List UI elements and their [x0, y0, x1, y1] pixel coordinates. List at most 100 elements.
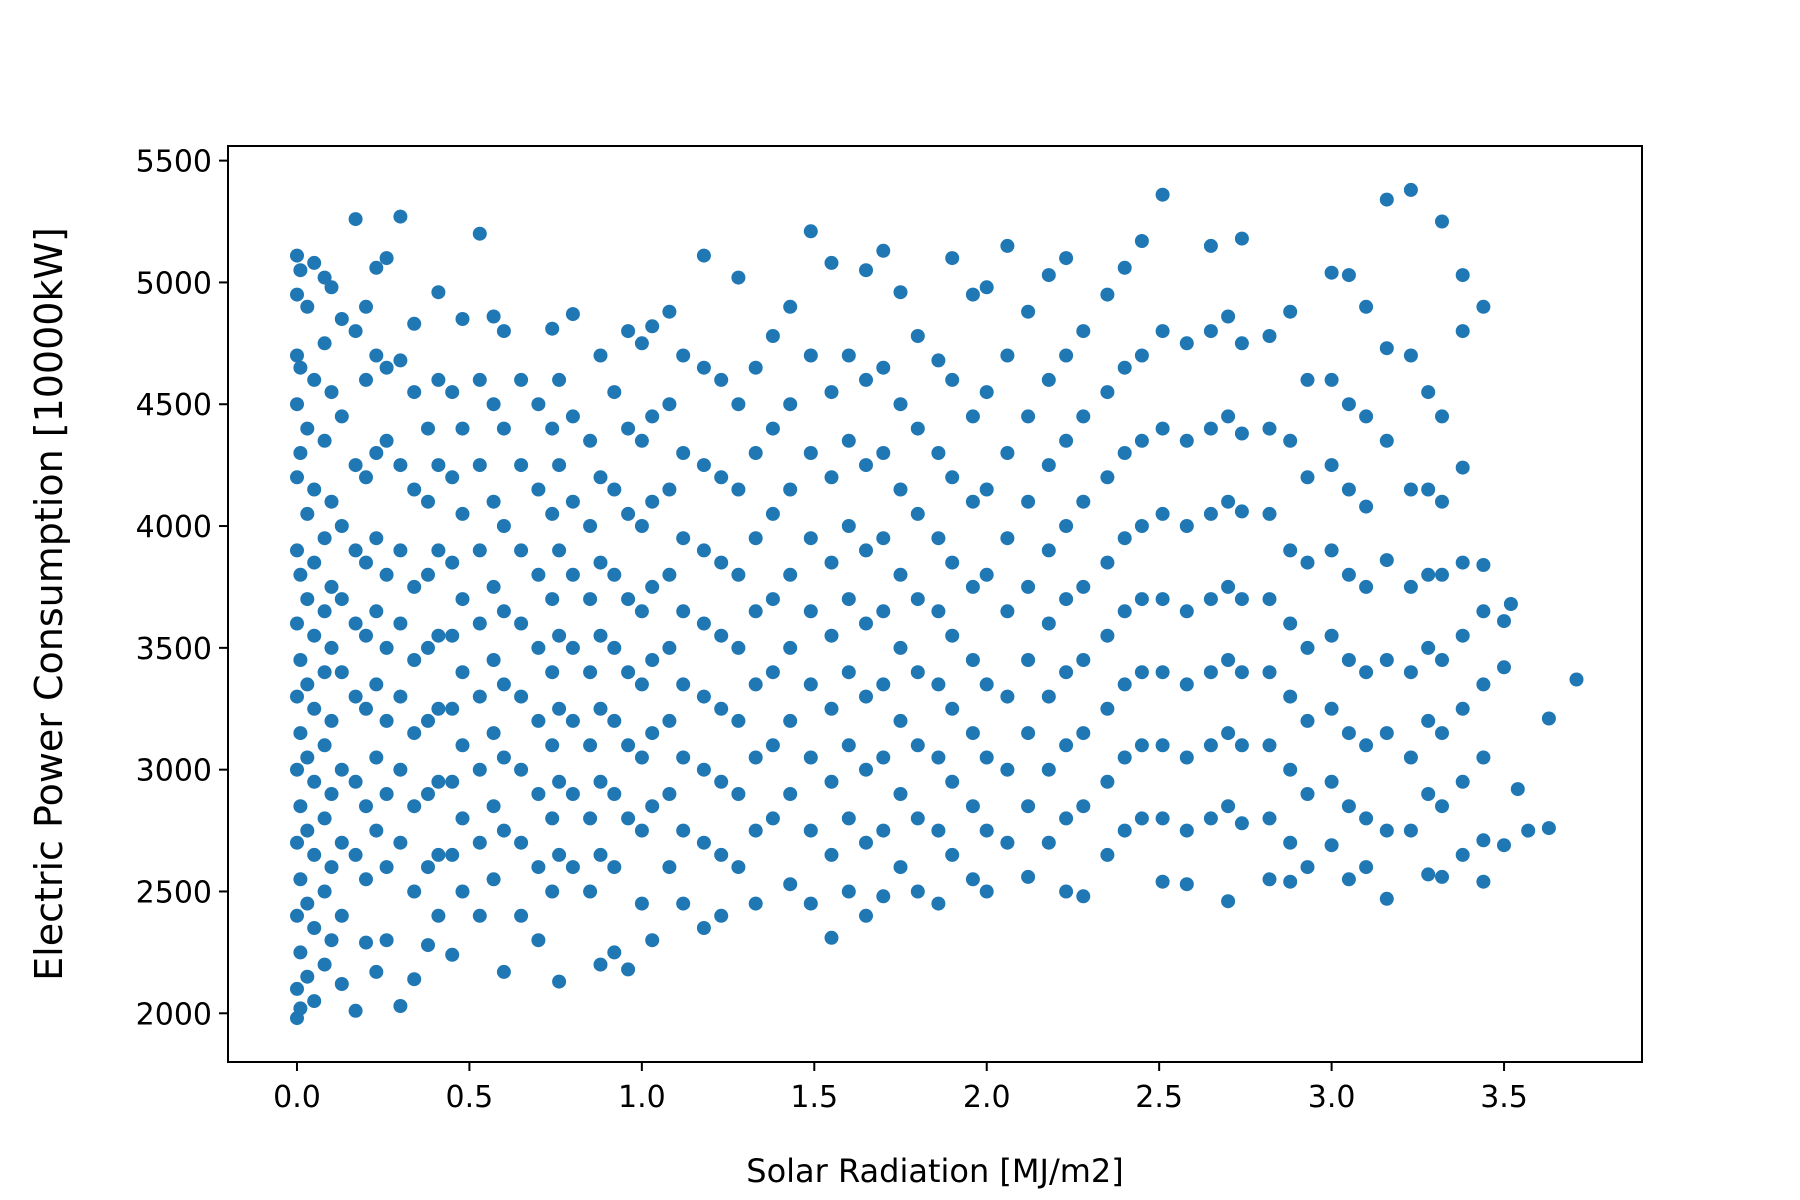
- data-point: [290, 397, 304, 412]
- data-point: [945, 774, 960, 789]
- data-point: [645, 494, 660, 509]
- data-point: [1421, 867, 1436, 882]
- data-point: [300, 506, 315, 521]
- data-point: [565, 640, 580, 655]
- data-point: [859, 372, 873, 387]
- data-point: [1476, 833, 1491, 848]
- data-point: [696, 458, 711, 473]
- data-point: [359, 628, 373, 643]
- data-point: [783, 640, 798, 655]
- data-point: [334, 312, 349, 326]
- data-point: [1021, 579, 1036, 594]
- data-point: [876, 446, 891, 460]
- data-point: [445, 847, 460, 862]
- data-point: [496, 750, 511, 765]
- data-point: [307, 482, 322, 497]
- data-point: [369, 677, 384, 692]
- data-point: [1134, 348, 1149, 363]
- data-point: [1134, 234, 1149, 248]
- data-point: [290, 248, 304, 263]
- data-point: [1076, 494, 1091, 509]
- data-point: [714, 701, 729, 716]
- data-point: [765, 506, 780, 521]
- data-point: [359, 470, 373, 485]
- x-tick-label: 1.5: [790, 1080, 838, 1115]
- data-point: [634, 750, 649, 765]
- data-point: [293, 945, 308, 960]
- data-point: [714, 470, 729, 485]
- data-point: [931, 446, 946, 460]
- data-point: [1059, 811, 1074, 826]
- data-point: [979, 823, 994, 838]
- data-point: [645, 409, 660, 424]
- data-point: [565, 494, 580, 509]
- data-point: [583, 738, 598, 753]
- data-point: [607, 860, 622, 875]
- data-point: [379, 713, 394, 728]
- data-point: [593, 348, 608, 363]
- data-point: [1117, 446, 1132, 460]
- data-point: [945, 628, 960, 643]
- data-point: [859, 689, 873, 704]
- data-point: [1341, 799, 1356, 814]
- data-point: [1283, 762, 1298, 777]
- data-point: [1300, 372, 1315, 387]
- data-point: [545, 665, 560, 680]
- data-point: [472, 372, 487, 387]
- data-point: [1379, 823, 1394, 838]
- data-point: [514, 689, 529, 704]
- data-point: [1134, 738, 1149, 753]
- data-point: [1221, 309, 1236, 324]
- data-point: [348, 458, 363, 473]
- data-point: [1359, 738, 1374, 753]
- data-point: [1000, 835, 1015, 850]
- data-point: [300, 677, 315, 692]
- data-point: [1041, 689, 1056, 704]
- y-tick-label: 4000: [136, 510, 212, 545]
- data-point: [317, 433, 332, 448]
- data-point: [803, 896, 818, 911]
- data-point: [552, 628, 567, 643]
- data-point: [859, 616, 873, 631]
- data-point: [1476, 677, 1491, 692]
- x-tick-label: 0.0: [273, 1080, 321, 1115]
- data-point: [293, 263, 308, 278]
- data-point: [393, 616, 408, 631]
- data-point: [696, 543, 711, 558]
- data-point: [1435, 726, 1449, 741]
- data-point: [1359, 665, 1374, 680]
- data-point: [496, 324, 511, 339]
- data-point: [300, 299, 315, 314]
- data-point: [407, 726, 422, 741]
- data-point: [431, 908, 446, 923]
- data-point: [1283, 433, 1298, 448]
- data-point: [714, 908, 729, 923]
- data-point: [965, 579, 980, 594]
- data-point: [407, 799, 422, 814]
- data-point: [317, 665, 332, 680]
- data-point: [1379, 192, 1394, 207]
- data-point: [1221, 653, 1236, 667]
- data-point: [1421, 385, 1436, 400]
- data-point: [1403, 348, 1418, 363]
- data-point: [931, 677, 946, 692]
- data-point: [876, 750, 891, 765]
- data-point: [979, 567, 994, 582]
- data-point: [1283, 689, 1298, 704]
- data-point: [876, 823, 891, 838]
- data-point: [1341, 653, 1356, 667]
- data-point: [348, 847, 363, 862]
- data-point: [1100, 774, 1115, 789]
- data-point: [545, 421, 560, 436]
- y-tick-label: 2000: [136, 997, 212, 1032]
- data-point: [1100, 628, 1115, 643]
- data-point: [307, 372, 322, 387]
- data-point: [965, 726, 980, 741]
- data-point: [965, 799, 980, 814]
- data-point: [621, 421, 636, 436]
- data-point: [1134, 811, 1149, 826]
- data-point: [1262, 811, 1277, 826]
- data-point: [421, 421, 435, 436]
- data-point: [634, 604, 649, 619]
- data-point: [824, 930, 839, 945]
